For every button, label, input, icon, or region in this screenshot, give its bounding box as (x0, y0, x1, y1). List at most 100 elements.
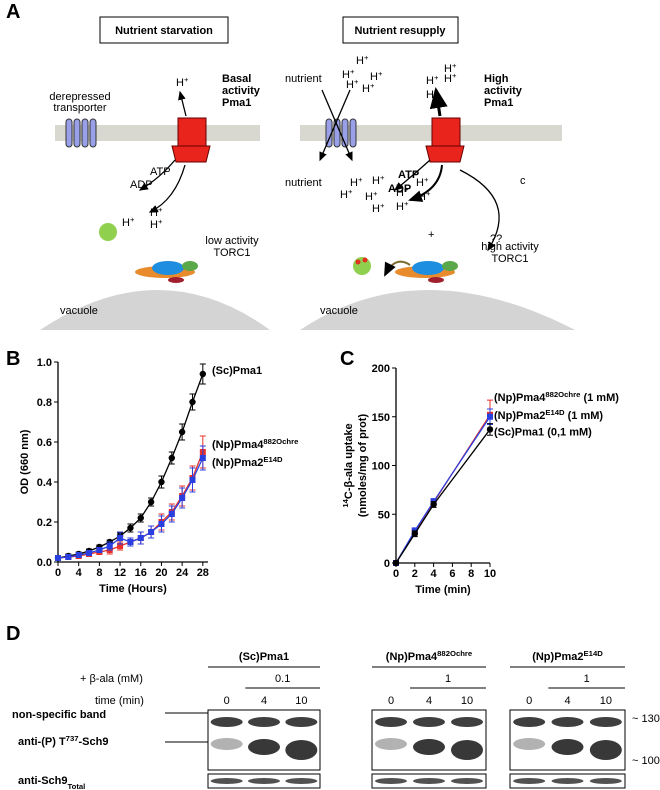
vacuole (40, 290, 270, 330)
text-part: + (404, 185, 409, 194)
text-part: (Np)Pma4 (494, 392, 546, 404)
text-part: H (362, 83, 370, 95)
band (210, 738, 243, 750)
y-axis-label: 14C-β-ala uptake (341, 423, 356, 507)
text-part: + (354, 77, 359, 86)
torc1-label: low activity (205, 235, 259, 247)
text-part: + (350, 67, 355, 76)
text-part: H (356, 55, 364, 67)
proton-label: H+ (346, 77, 359, 92)
y-tick-label: 0.2 (37, 517, 52, 529)
text-part: H (340, 189, 348, 201)
proton-label: H+ (372, 201, 385, 216)
band (589, 740, 622, 760)
y-tick-label: 0.6 (37, 437, 52, 449)
point (168, 511, 175, 517)
torc1-label: high activity (481, 241, 539, 253)
x-tick-label: 8 (468, 568, 474, 580)
band (248, 739, 280, 755)
band (589, 717, 622, 727)
y-tick-label: 1.0 (37, 357, 52, 369)
nutrient-circle (353, 257, 371, 275)
arrow (393, 159, 431, 191)
group-label: (Np)Pma4882Ochre (386, 649, 473, 664)
row-label: anti-Sch9Total (18, 775, 85, 790)
arrow (429, 87, 448, 117)
text-part: H (365, 191, 373, 203)
text-part: + (184, 75, 189, 84)
text-part: + (434, 87, 439, 96)
arrow (384, 260, 411, 277)
text-part: + (158, 205, 163, 214)
proton-label: H+ (350, 175, 363, 190)
x-tick-label: 20 (155, 567, 167, 579)
dose-title: + β-ala (mM) (80, 673, 143, 685)
diagram: Nutrient starvation Nutrient resupply dere… (40, 16, 575, 330)
y-tick-label: 200 (372, 363, 390, 375)
text-part: E14D (545, 407, 565, 416)
panel-label: B (6, 348, 20, 370)
text-part: + (348, 187, 353, 196)
group-label: (Sc)Pma1 (239, 651, 289, 663)
point (127, 524, 134, 532)
point (392, 559, 400, 567)
text-part: H (350, 177, 358, 189)
text-part: H (372, 175, 380, 187)
point (158, 521, 165, 527)
blot-frame (371, 709, 487, 771)
transporter (65, 118, 357, 148)
x-tick-label: 8 (96, 567, 102, 579)
proton-label: H+ (396, 185, 409, 200)
dose-label: 1 (584, 673, 590, 685)
vacuole-label: vacuole (320, 305, 358, 317)
point (147, 498, 155, 506)
text-part: (Sc)Pma1 (212, 365, 262, 377)
text-part: + (370, 81, 375, 90)
band (513, 778, 546, 784)
arrow (319, 89, 351, 162)
text-part: H (426, 75, 434, 87)
proton-label: H+ (444, 61, 457, 76)
arrow (138, 159, 176, 191)
point (65, 554, 72, 560)
proton-label: H+ (416, 175, 429, 190)
x-axis-label: Time (Hours) (99, 583, 167, 595)
proton-label: H+ (365, 189, 378, 204)
point (75, 552, 82, 558)
time-label: 10 (461, 695, 473, 707)
point (137, 535, 144, 541)
proton-label: H+ (444, 71, 457, 86)
legend-label: (Np)Pma2E14D (212, 455, 283, 470)
x-tick-label: 24 (176, 567, 189, 579)
arrow (321, 89, 353, 162)
band (285, 778, 318, 784)
point (106, 543, 113, 549)
point (168, 454, 175, 462)
point (148, 529, 155, 535)
band (248, 717, 280, 727)
text-part: (Np)Pma2 (212, 457, 263, 469)
y-tick-label: 0 (384, 558, 390, 570)
title-box (99, 16, 229, 44)
text-part: H (370, 71, 378, 83)
arrow (178, 90, 187, 117)
point (178, 428, 186, 436)
box-title: Nutrient resupply (354, 25, 446, 37)
y-tick-label: 0.8 (37, 397, 52, 409)
point (199, 455, 206, 461)
group-label: (Np)Pma2E14D (532, 649, 603, 664)
band (375, 717, 407, 727)
text-part: (Np)Pma2 (494, 410, 545, 422)
y-tick-label: 50 (378, 509, 390, 521)
point (430, 501, 437, 508)
time-label: 10 (600, 695, 612, 707)
band (451, 717, 483, 727)
point (411, 530, 418, 537)
legend-label: (Np)Pma2E14D (1 mM) (494, 407, 603, 422)
vacuole (300, 290, 575, 330)
time-label: 0 (526, 695, 532, 707)
size-marker: ~ 100 KDa (632, 755, 660, 767)
band (285, 717, 318, 727)
blot-frame (207, 709, 321, 771)
proton-label: H+ (396, 199, 409, 214)
